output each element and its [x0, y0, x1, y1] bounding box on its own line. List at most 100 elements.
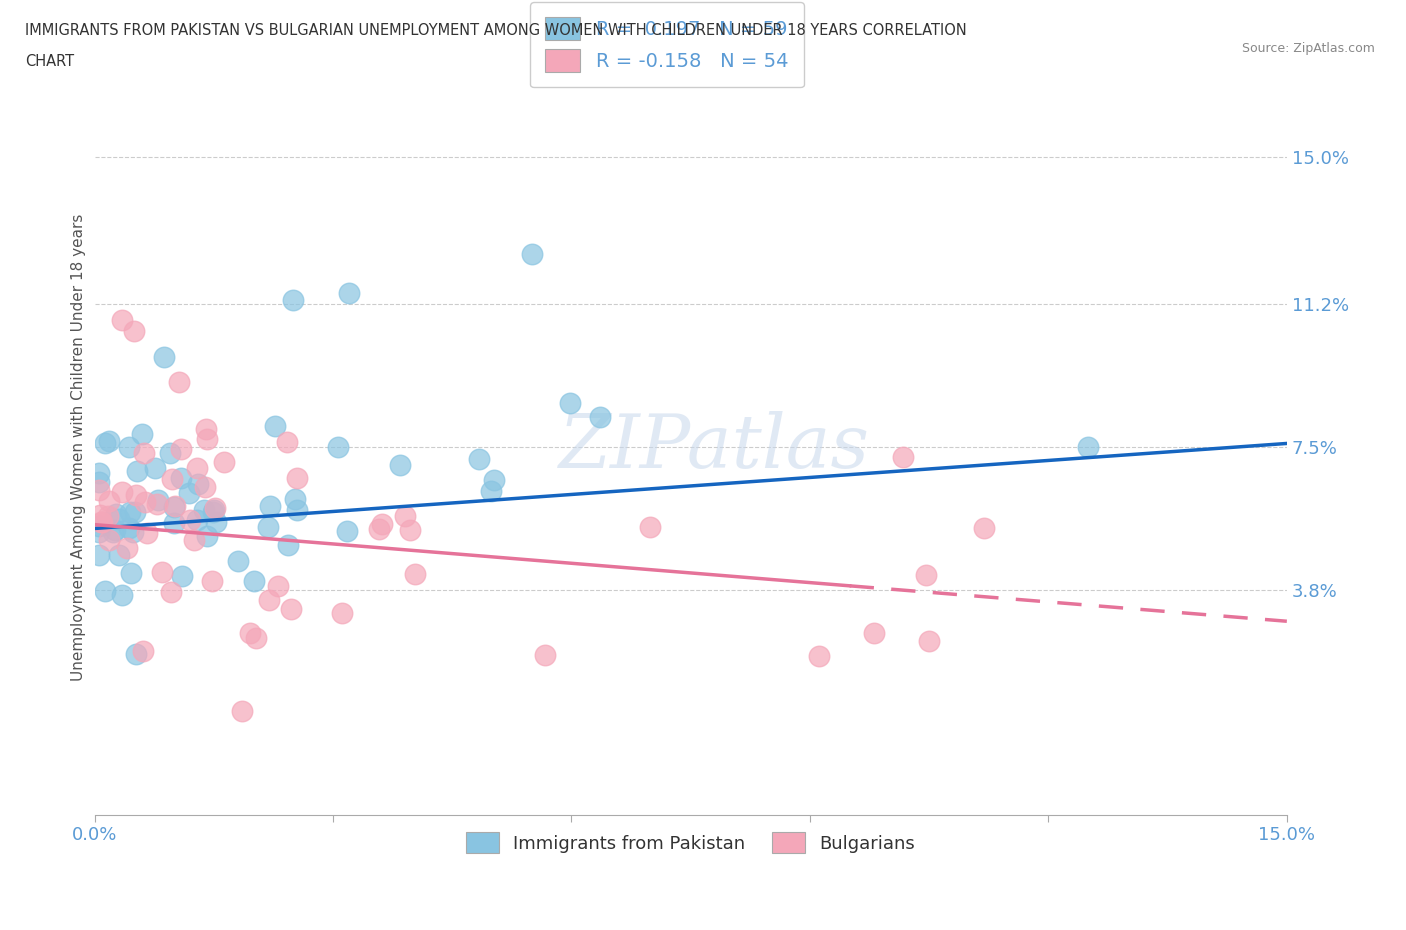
Point: [394, 509, 416, 524]
Point: [638, 519, 661, 534]
Point: [111, 312, 134, 327]
Point: [914, 567, 936, 582]
Point: [134, 495, 156, 510]
Point: [160, 472, 183, 486]
Point: [263, 418, 285, 433]
Point: [202, 502, 225, 517]
Point: [370, 517, 392, 532]
Point: [120, 505, 142, 520]
Point: [482, 472, 505, 487]
Point: [89, 508, 111, 523]
Point: [201, 574, 224, 589]
Point: [367, 522, 389, 537]
Point: [125, 646, 148, 661]
Point: [257, 593, 280, 608]
Point: [87, 466, 110, 481]
Point: [98, 532, 121, 547]
Point: [479, 484, 502, 498]
Point: [807, 648, 830, 663]
Point: [111, 485, 134, 499]
Point: [97, 509, 120, 524]
Point: [97, 494, 120, 509]
Point: [160, 585, 183, 600]
Point: [195, 529, 218, 544]
Point: [165, 499, 187, 514]
Point: [193, 502, 215, 517]
Point: [239, 626, 262, 641]
Point: [105, 507, 128, 522]
Point: [132, 445, 155, 460]
Point: [115, 541, 138, 556]
Point: [259, 498, 281, 513]
Point: [118, 521, 141, 536]
Point: [170, 442, 193, 457]
Point: [520, 246, 543, 261]
Point: [97, 433, 120, 448]
Point: [125, 487, 148, 502]
Point: [163, 515, 186, 530]
Point: [862, 625, 884, 640]
Point: [90, 514, 112, 529]
Point: [87, 518, 110, 533]
Point: [194, 479, 217, 494]
Point: [336, 524, 359, 538]
Point: [558, 395, 581, 410]
Point: [533, 647, 555, 662]
Point: [120, 565, 142, 580]
Point: [276, 434, 298, 449]
Point: [94, 583, 117, 598]
Point: [330, 605, 353, 620]
Point: [87, 482, 110, 497]
Point: [285, 471, 308, 485]
Point: [124, 324, 146, 339]
Point: [201, 504, 224, 519]
Point: [187, 476, 209, 491]
Point: [973, 521, 995, 536]
Point: [159, 445, 181, 460]
Point: [108, 547, 131, 562]
Point: [245, 631, 267, 645]
Text: IMMIGRANTS FROM PAKISTAN VS BULGARIAN UNEMPLOYMENT AMONG WOMEN WITH CHILDREN UND: IMMIGRANTS FROM PAKISTAN VS BULGARIAN UN…: [25, 23, 967, 38]
Text: Source: ZipAtlas.com: Source: ZipAtlas.com: [1241, 42, 1375, 55]
Point: [125, 464, 148, 479]
Point: [186, 512, 208, 527]
Point: [170, 471, 193, 485]
Point: [404, 566, 426, 581]
Point: [104, 522, 127, 537]
Point: [328, 439, 350, 454]
Point: [183, 532, 205, 547]
Point: [143, 461, 166, 476]
Point: [167, 375, 190, 390]
Point: [277, 538, 299, 552]
Point: [150, 565, 173, 579]
Point: [170, 568, 193, 583]
Point: [918, 633, 941, 648]
Point: [118, 439, 141, 454]
Point: [186, 461, 208, 476]
Point: [146, 497, 169, 512]
Point: [91, 514, 114, 529]
Point: [179, 512, 201, 527]
Y-axis label: Unemployment Among Women with Children Under 18 years: Unemployment Among Women with Children U…: [72, 214, 86, 681]
Point: [132, 644, 155, 658]
Point: [280, 602, 302, 617]
Point: [177, 485, 200, 500]
Point: [131, 427, 153, 442]
Point: [399, 523, 422, 538]
Point: [93, 436, 115, 451]
Point: [87, 474, 110, 489]
Point: [226, 554, 249, 569]
Point: [195, 421, 218, 436]
Point: [163, 499, 186, 514]
Point: [388, 457, 411, 472]
Point: [243, 573, 266, 588]
Point: [108, 512, 131, 526]
Point: [589, 410, 612, 425]
Point: [101, 525, 124, 539]
Point: [256, 520, 278, 535]
Point: [891, 449, 914, 464]
Point: [212, 455, 235, 470]
Point: [148, 492, 170, 507]
Point: [337, 286, 360, 300]
Point: [204, 501, 226, 516]
